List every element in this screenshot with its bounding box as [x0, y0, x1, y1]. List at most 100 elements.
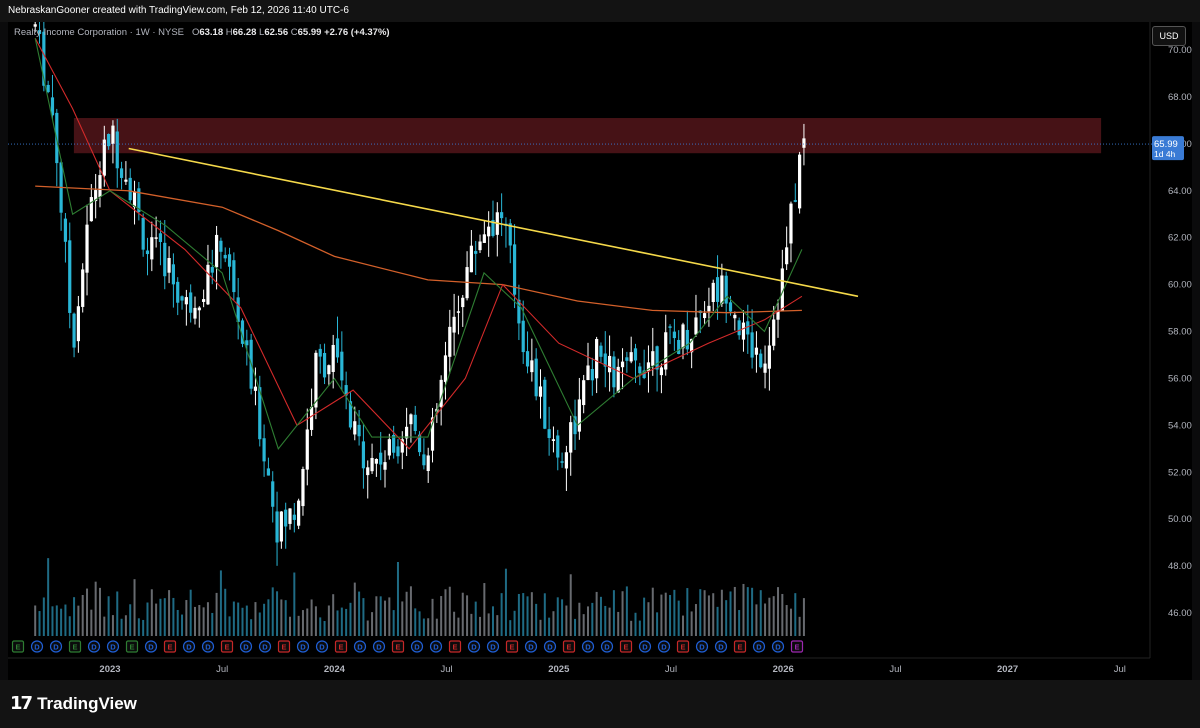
- volume-bar: [777, 587, 780, 636]
- candle-body: [46, 84, 50, 93]
- volume-bar: [457, 617, 460, 636]
- earnings-marker: [334, 640, 348, 653]
- candle-body: [750, 332, 754, 358]
- y-tick-label: 60.00: [1168, 280, 1192, 291]
- volume-bar: [500, 593, 503, 636]
- candle-body: [633, 348, 638, 361]
- volume-bar: [608, 607, 611, 636]
- candle-body: [335, 338, 340, 358]
- candle-body: [620, 361, 625, 368]
- volume-bar: [202, 607, 205, 636]
- candle-body: [491, 219, 495, 236]
- ma-short-line: [34, 38, 803, 450]
- volume-bar: [155, 603, 158, 636]
- volume-bar: [444, 589, 447, 636]
- y-tick-label: 64.00: [1168, 186, 1192, 197]
- resistance-zone: [73, 118, 1102, 154]
- candle-body: [664, 332, 668, 370]
- volume-bar: [107, 596, 110, 636]
- volume-bar: [621, 591, 624, 636]
- volume-bar: [574, 618, 577, 636]
- volume-bar: [86, 588, 89, 636]
- candle-body: [94, 190, 98, 202]
- volume-bar: [280, 599, 283, 636]
- volume-bar: [530, 592, 533, 636]
- candle-body: [72, 313, 76, 348]
- candle-body: [426, 455, 430, 471]
- chart-area[interactable]: 46.00 48.00 50.00 52.00 54.00 56.00 58.00 60.00…: [8, 22, 1192, 680]
- candle-body: [214, 234, 219, 268]
- candle-body: [741, 322, 746, 340]
- candle-body: [292, 514, 296, 520]
- candle-body: [793, 200, 797, 202]
- volume-bar: [193, 606, 196, 636]
- candle-body: [642, 370, 646, 379]
- volume-bar: [418, 611, 421, 636]
- candle-body: [275, 511, 279, 543]
- trendline: [128, 147, 859, 298]
- candle-body: [776, 310, 780, 320]
- volume-bar: [599, 596, 602, 636]
- tradingview-logo[interactable]: 17 TradingView: [10, 693, 137, 714]
- volume-bar: [414, 608, 417, 636]
- volume-bar: [768, 597, 771, 636]
- candle-body: [361, 441, 366, 469]
- volume-bar: [496, 615, 499, 636]
- candle-body: [668, 326, 672, 328]
- candle-body: [474, 251, 478, 254]
- candle-body: [102, 139, 106, 176]
- volume-bar: [150, 589, 153, 636]
- volume-bar: [116, 591, 119, 636]
- candle-body: [288, 508, 292, 524]
- earnings-marker: [562, 640, 576, 653]
- event-marker-letter: D: [490, 643, 496, 652]
- candle-body: [184, 297, 188, 305]
- volume-bar: [64, 604, 67, 636]
- volume-bar: [142, 619, 145, 636]
- volume-bar: [751, 587, 754, 636]
- volume-bars: [34, 558, 805, 636]
- dividend-marker: [752, 640, 766, 653]
- event-marker-letter: D: [718, 643, 724, 652]
- currency-button[interactable]: USD: [1152, 26, 1186, 46]
- candle-body: [322, 352, 327, 378]
- event-marker-letter: E: [452, 643, 457, 652]
- volume-bar: [189, 589, 192, 636]
- volume-bar: [392, 610, 395, 636]
- dividend-marker: [524, 640, 538, 653]
- candle-body: [780, 268, 784, 311]
- volume-bar: [336, 610, 339, 636]
- candle-body: [798, 154, 802, 209]
- candle-body: [202, 299, 206, 302]
- attribution-bar: NebraskanGooner created with TradingView…: [0, 0, 1200, 22]
- dividend-marker: [467, 640, 481, 653]
- candle-body: [590, 369, 594, 381]
- event-marker-letter: D: [699, 643, 705, 652]
- candle-body: [638, 366, 642, 374]
- x-tick-label: Jul: [216, 664, 228, 675]
- candle-body: [392, 434, 396, 453]
- candle-body: [409, 414, 413, 425]
- candle-body: [37, 30, 42, 34]
- event-marker-letter: D: [642, 643, 648, 652]
- volume-bar: [405, 591, 408, 636]
- high-value: 66.28: [232, 27, 257, 38]
- volume-bar: [409, 586, 412, 636]
- volume-bar: [746, 587, 749, 636]
- volume-bar: [539, 619, 542, 636]
- volume-bar: [384, 600, 387, 636]
- price-chart-svg[interactable]: 46.00 48.00 50.00 52.00 54.00 56.00 58.00 60.00…: [8, 22, 1192, 680]
- volume-bar: [625, 586, 628, 636]
- candle-body: [167, 258, 171, 273]
- volume-bar: [47, 558, 50, 636]
- volume-bar: [90, 609, 93, 636]
- symbol-legend: Realty Income Corporation · 1W · NYSE O6…: [14, 27, 390, 38]
- candle-body: [357, 424, 361, 437]
- volume-bar: [401, 601, 404, 636]
- volume-bar: [327, 605, 330, 636]
- y-tick-label: 56.00: [1168, 373, 1192, 384]
- volume-bar: [543, 593, 546, 636]
- earnings-marker: [733, 640, 747, 653]
- candle-body: [145, 250, 150, 255]
- candle-body: [599, 345, 603, 357]
